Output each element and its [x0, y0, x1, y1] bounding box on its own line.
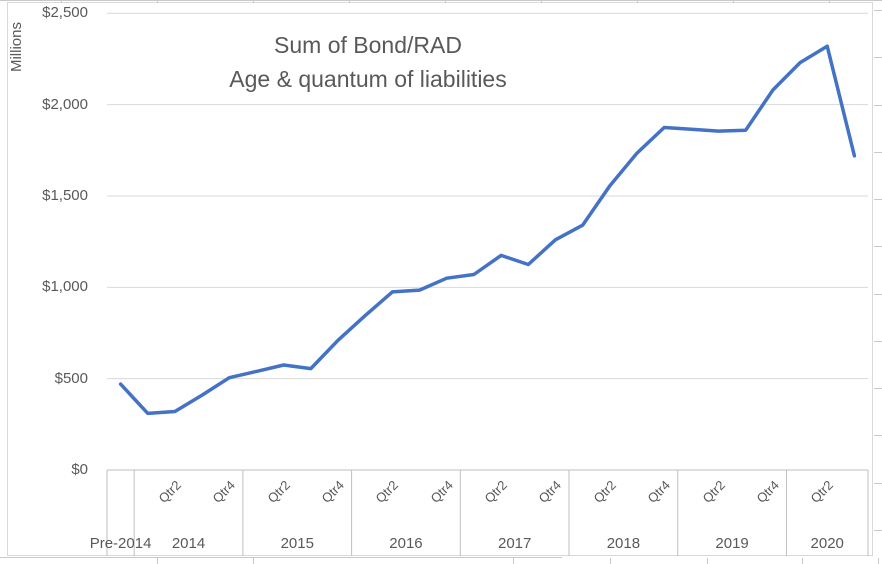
spreadsheet-gridline	[253, 0, 254, 3]
y-axis-tick-label: $500	[54, 369, 88, 387]
spreadsheet-gridline	[0, 0, 882, 1]
spreadsheet-gridline	[874, 57, 882, 58]
spreadsheet-gridline	[874, 483, 882, 484]
spreadsheet-gridline	[445, 0, 446, 3]
chart-title-line1: Sum of Bond/RAD	[274, 32, 462, 58]
spreadsheet-gridline	[610, 558, 611, 564]
spreadsheet-gridline	[349, 0, 350, 3]
spreadsheet-gridline	[157, 558, 158, 564]
spreadsheet-gridline	[253, 558, 254, 564]
spreadsheet-gridline	[874, 530, 882, 531]
x-axis-year-label: 2014	[171, 535, 206, 552]
x-axis-year-label: 2017	[497, 535, 532, 552]
spreadsheet-gridline	[829, 0, 830, 3]
y-axis-tick-label: $2,500	[42, 4, 88, 22]
y-axis-tick-label: $0	[71, 461, 88, 478]
spreadsheet-gridline	[874, 246, 882, 247]
x-axis-year-label: 2018	[606, 535, 641, 552]
spreadsheet-gridline	[61, 0, 62, 3]
x-axis-year-label: 2015	[280, 535, 314, 552]
y-axis-tick-label: $2,000	[42, 95, 88, 113]
x-axis-year-label: 2016	[389, 535, 423, 552]
chart-title-line2: Age & quantum of liabilities	[229, 66, 507, 92]
spreadsheet-gridline	[874, 341, 882, 342]
spreadsheet-gridline	[874, 152, 882, 153]
spreadsheet-gridline	[541, 0, 542, 3]
spreadsheet-gridline	[874, 294, 882, 295]
x-axis-year-label: 2019	[715, 535, 749, 552]
chart-title: Sum of Bond/RAD Age & quantum of liabili…	[168, 28, 568, 96]
spreadsheet-gridline	[513, 558, 514, 564]
spreadsheet-gridline	[707, 558, 708, 564]
spreadsheet-gridline	[0, 557, 562, 558]
x-axis-year-label: 2020	[810, 535, 844, 552]
y-axis-tick-label: $1,500	[42, 186, 88, 204]
spreadsheet-gridline	[637, 0, 638, 3]
spreadsheet-gridline	[874, 199, 882, 200]
spreadsheet-gridline	[802, 558, 803, 564]
spreadsheet-gridline	[874, 435, 882, 436]
spreadsheet-gridline	[157, 0, 158, 3]
y-axis-tick-label: $1,000	[42, 278, 88, 296]
spreadsheet-gridline	[878, 558, 879, 564]
spreadsheet-gridline	[874, 388, 882, 389]
spreadsheet-gridline	[874, 10, 882, 11]
spreadsheet-gridline	[874, 105, 882, 106]
spreadsheet-gridline	[733, 0, 734, 3]
x-axis-year-label: Pre-2014	[89, 535, 152, 552]
chart-area-border	[7, 2, 873, 556]
series-line-bond-rad	[118, 44, 857, 416]
